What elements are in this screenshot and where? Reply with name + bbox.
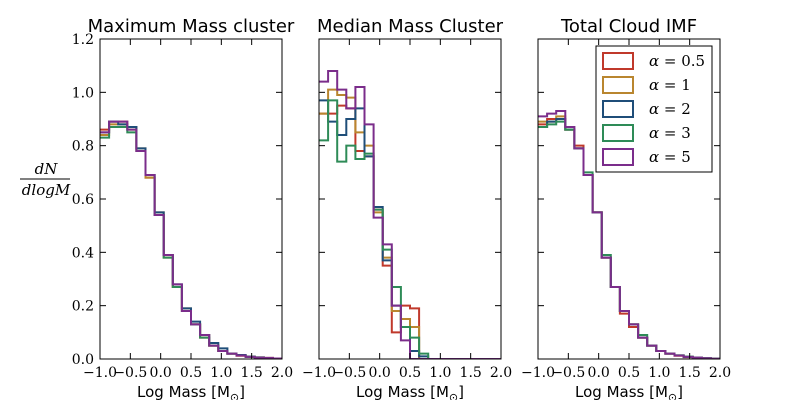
x-tick-label: −0.5 <box>551 365 585 381</box>
legend-label: α = 2 <box>649 100 691 118</box>
y-axis-label: dN dlogM <box>20 160 71 199</box>
x-tick-label: 2.0 <box>271 365 293 381</box>
y-tick-label: 0.4 <box>72 245 94 261</box>
legend-label-value: 3 <box>681 124 691 142</box>
x-axis-label-close: ] <box>239 383 245 400</box>
legend-label: α = 0.5 <box>649 52 705 70</box>
x-tick-label: 0.0 <box>150 365 172 381</box>
y-axis-label-denominator: dlogM <box>22 181 71 199</box>
x-tick-label: 1.0 <box>210 365 232 381</box>
legend-swatch <box>602 148 634 166</box>
histogram-series-group <box>319 70 501 359</box>
x-axis-label-close: ] <box>458 383 464 400</box>
histogram-series-alpha-5 <box>319 70 501 359</box>
legend-label-prefix: α = <box>649 52 681 70</box>
legend-label: α = 5 <box>649 148 691 166</box>
x-tick-label: −0.5 <box>113 365 147 381</box>
x-tick-label: 2.0 <box>490 365 512 381</box>
legend-swatch <box>602 100 634 118</box>
legend-label-value: 1 <box>681 76 691 94</box>
legend-label-prefix: α = <box>649 76 681 94</box>
x-axis-label-sun-symbol: ⊙ <box>449 391 458 400</box>
legend-label: α = 3 <box>649 124 691 142</box>
x-tick-label: −1.0 <box>302 365 336 381</box>
histogram-series-alpha-5 <box>100 120 282 359</box>
legend-label-value: 5 <box>681 148 691 166</box>
legend-label-value: 0.5 <box>681 52 705 70</box>
x-tick-label: 1.5 <box>460 365 482 381</box>
legend-swatch <box>602 52 634 70</box>
legend-label-prefix: α = <box>649 124 681 142</box>
legend: α = 0.5α = 1α = 2α = 3α = 5 <box>595 45 713 173</box>
y-tick-label: 0.2 <box>72 299 94 315</box>
x-tick-label: 0.5 <box>399 365 421 381</box>
panel-median-mass-cluster: Median Mass Cluster −1.0−0.5 0.0 0.5 1.0 1.5 2… <box>302 16 512 400</box>
legend-label: α = 1 <box>649 76 691 94</box>
y-tick-label: 0.8 <box>72 139 94 155</box>
panel-maximum-mass-cluster: Maximum Mass cluster−1.0−0.5 0.0 0.5 1.0 1.5… <box>72 16 295 400</box>
x-axis-label-main: Log Mass [M <box>575 383 668 400</box>
x-axis-label: Log Mass [M⊙] <box>356 383 464 400</box>
legend-label-value: 2 <box>681 100 691 118</box>
x-axis-label: Log Mass [M⊙] <box>137 383 245 400</box>
axes-frame <box>318 38 502 360</box>
x-tick-label: −1.0 <box>83 365 117 381</box>
legend-label-prefix: α = <box>649 148 681 166</box>
x-axis-label-sun-symbol: ⊙ <box>230 391 239 400</box>
y-tick-label: 1.2 <box>72 32 94 48</box>
histogram-series-group <box>100 120 282 359</box>
panel-title: Median Mass Cluster <box>317 16 504 37</box>
x-tick-label: 1.5 <box>241 365 263 381</box>
panel-title: Maximum Mass cluster <box>88 16 295 37</box>
x-tick-label: −1.0 <box>521 365 555 381</box>
y-tick-label: 0.6 <box>72 192 94 208</box>
panel-title: Total Cloud IMF <box>560 16 697 37</box>
legend-swatch <box>602 76 634 94</box>
y-tick-label: 0.0 <box>72 352 94 368</box>
x-tick-label: 0.5 <box>180 365 202 381</box>
x-axis-label-close: ] <box>677 383 683 400</box>
x-tick-label: 1.0 <box>648 365 670 381</box>
panel-total-cloud-imf: Total Cloud IMF −1.0−0.5 0.0 0.5 1.0 1.5 2.0 Lo… <box>521 16 731 400</box>
legend-swatch <box>602 124 634 142</box>
histogram-series-alpha-5 <box>538 110 720 359</box>
x-tick-label: 2.0 <box>709 365 731 381</box>
y-axis-label-numerator: dN <box>35 160 59 178</box>
x-tick-label: −0.5 <box>332 365 366 381</box>
legend-label-prefix: α = <box>649 100 681 118</box>
x-axis-label: Log Mass [M⊙] <box>575 383 683 400</box>
x-tick-label: 0.0 <box>369 365 391 381</box>
legend-box <box>595 45 713 173</box>
x-tick-label: 1.5 <box>679 365 701 381</box>
x-axis-label-main: Log Mass [M <box>356 383 449 400</box>
y-tick-label: 1.0 <box>72 85 94 101</box>
x-tick-label: 0.0 <box>588 365 610 381</box>
x-tick-label: 1.0 <box>429 365 451 381</box>
x-tick-label: 0.5 <box>618 365 640 381</box>
x-axis-label-sun-symbol: ⊙ <box>668 391 677 400</box>
x-axis-label-main: Log Mass [M <box>137 383 230 400</box>
